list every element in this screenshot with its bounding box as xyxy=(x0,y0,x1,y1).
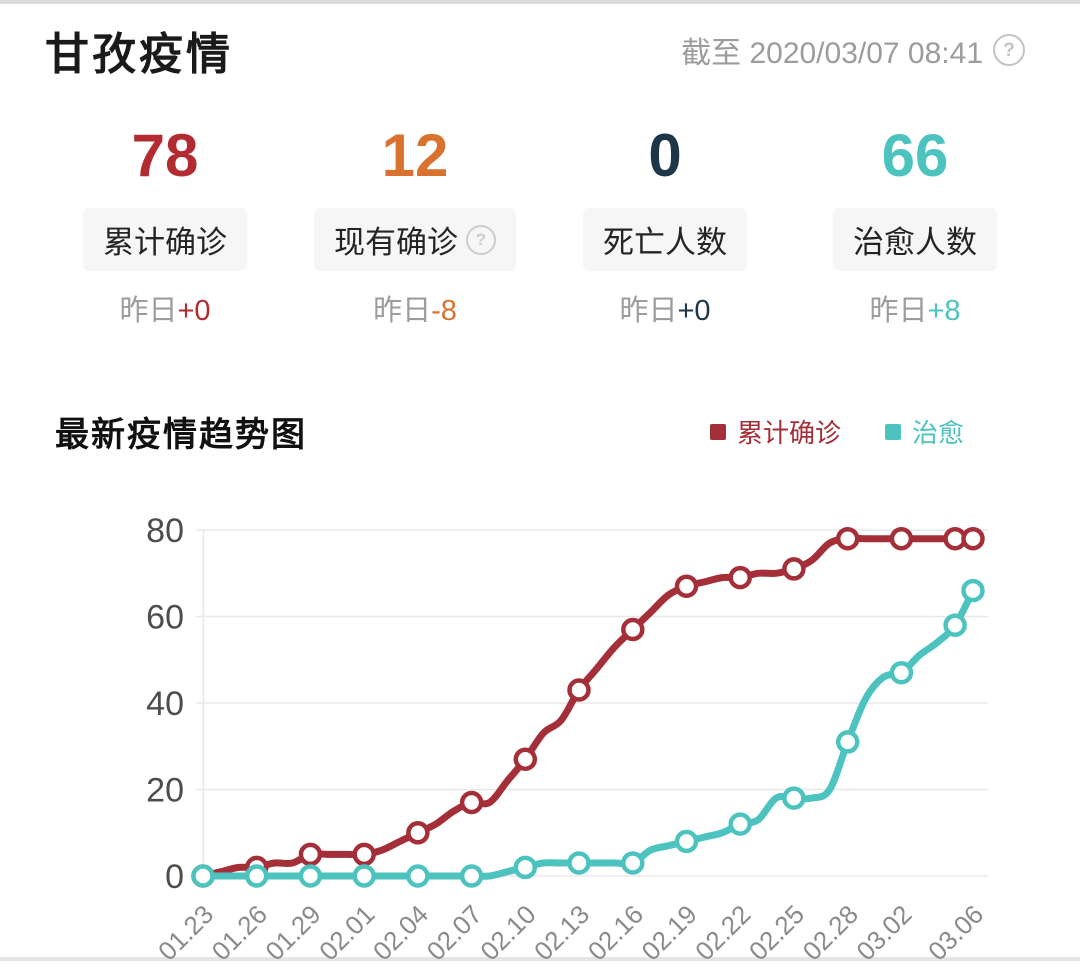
x-tick-label: 01.26 xyxy=(206,899,273,965)
data-point-marker xyxy=(244,864,269,888)
data-point-marker xyxy=(459,790,484,815)
series-line xyxy=(199,587,977,880)
stat-delta: 昨日+0 xyxy=(619,295,711,327)
data-point-marker xyxy=(406,821,430,845)
data-point-marker xyxy=(513,747,538,771)
data-point-marker xyxy=(782,786,806,810)
data-point-marker xyxy=(674,829,699,854)
y-grid: 0 20 40 60 80 xyxy=(146,512,988,896)
as-of-timestamp: 截至 2020/03/07 08:41 ? xyxy=(681,28,1025,72)
data-point-marker xyxy=(889,526,914,551)
x-tick-label: 01.29 xyxy=(259,899,326,965)
stat-value: 78 xyxy=(131,122,199,189)
stat-label: 死亡人数 xyxy=(583,208,747,271)
data-point-marker xyxy=(728,565,752,590)
series-line xyxy=(199,534,977,880)
x-tick-label: 02.01 xyxy=(313,899,380,965)
data-point-marker xyxy=(961,526,985,551)
data-point-marker xyxy=(728,812,752,836)
x-axis-labels: 01.2301.2601.2902.0102.0402.0702.1002.13… xyxy=(152,899,989,966)
question-circle-icon[interactable]: ? xyxy=(993,34,1025,66)
data-point-marker xyxy=(674,574,699,598)
x-tick-label: 02.28 xyxy=(797,899,864,965)
trend-chart-title: 最新疫情趋势图 xyxy=(55,416,307,454)
data-point-marker xyxy=(298,864,323,888)
x-tick-label: 02.19 xyxy=(636,899,703,965)
data-point-marker xyxy=(191,864,215,888)
data-point-marker xyxy=(835,730,860,754)
stat-label: 治愈人数 xyxy=(833,208,997,271)
x-tick-label: 03.02 xyxy=(850,899,917,965)
x-tick-label: 02.16 xyxy=(582,899,649,965)
stat-card-confirmed-total: 78 累计确诊 昨日+0 xyxy=(40,126,290,329)
data-point-marker xyxy=(352,864,376,888)
stat-value: 0 xyxy=(648,122,682,189)
data-point-marker xyxy=(567,851,591,875)
stat-delta: 昨日-8 xyxy=(373,295,457,327)
x-tick-label: 01.23 xyxy=(152,899,219,965)
x-tick-label: 02.04 xyxy=(367,899,434,965)
x-tick-label: 02.07 xyxy=(421,899,488,965)
legend-swatch-confirmed-icon xyxy=(709,423,726,440)
stat-label: 现有确诊? xyxy=(314,208,516,271)
data-point-marker xyxy=(782,557,806,581)
stat-card-deaths: 0 死亡人数 昨日+0 xyxy=(540,126,790,329)
y-tick-label: 0 xyxy=(165,858,184,896)
data-point-marker xyxy=(621,617,645,642)
data-point-marker xyxy=(298,842,323,867)
stat-value: 12 xyxy=(381,122,449,189)
data-point-marker xyxy=(352,842,376,867)
x-tick-label: 02.13 xyxy=(528,899,595,965)
y-tick-label: 20 xyxy=(146,772,184,810)
data-point-marker xyxy=(961,578,985,603)
x-tick-label: 02.22 xyxy=(689,899,756,965)
data-point-marker xyxy=(621,851,645,875)
stats-row: 78 累计确诊 昨日+0 12 现有确诊? 昨日-8 0 死亡人数 昨日+0 6… xyxy=(40,126,1040,329)
question-circle-icon[interactable]: ? xyxy=(466,224,496,255)
y-tick-label: 60 xyxy=(146,599,184,637)
data-point-marker xyxy=(513,855,538,880)
data-point-marker xyxy=(889,660,914,685)
legend-item-confirmed[interactable]: 累计确诊 xyxy=(709,413,841,450)
stat-delta: 昨日+8 xyxy=(869,295,961,327)
data-point-marker xyxy=(567,678,591,702)
y-tick-label: 80 xyxy=(146,512,184,550)
legend-item-cured[interactable]: 治愈 xyxy=(884,413,964,450)
y-tick-label: 40 xyxy=(146,685,184,723)
data-point-marker xyxy=(835,526,860,551)
stat-card-cured: 66 治愈人数 昨日+8 xyxy=(790,126,1040,329)
trend-line-chart: 0 20 40 60 80 01.23 01.26 01.29 02.01 02.04 02.07 0… xyxy=(0,500,1080,970)
legend-swatch-cured-icon xyxy=(884,423,901,440)
series-cured xyxy=(191,578,985,888)
x-tick-label: 02.25 xyxy=(743,899,810,965)
stat-card-confirmed-current: 12 现有确诊? 昨日-8 xyxy=(290,126,540,329)
stat-delta: 昨日+0 xyxy=(119,295,211,327)
stat-label: 累计确诊 xyxy=(83,208,247,271)
trend-section-header: 最新疫情趋势图 累计确诊 治愈 xyxy=(55,407,964,456)
as-of-text: 截至 2020/03/07 08:41 xyxy=(681,37,983,70)
page-title: 甘孜疫情 xyxy=(45,30,233,79)
trend-chart-svg: 02040608001.2301.2601.2902.0102.0402.070… xyxy=(146,512,989,966)
x-tick-label: 02.10 xyxy=(474,899,541,965)
x-tick-label: 03.06 xyxy=(922,899,989,965)
legend-label: 累计确诊 xyxy=(736,418,841,448)
legend-label: 治愈 xyxy=(911,418,964,448)
data-point-marker xyxy=(943,613,967,637)
stat-value: 66 xyxy=(881,122,949,189)
header: 甘孜疫情 截至 2020/03/07 08:41 ? xyxy=(45,18,1025,82)
chart-legend: 累计确诊 治愈 xyxy=(709,413,964,450)
data-point-marker xyxy=(406,864,430,888)
data-point-marker xyxy=(459,864,484,888)
